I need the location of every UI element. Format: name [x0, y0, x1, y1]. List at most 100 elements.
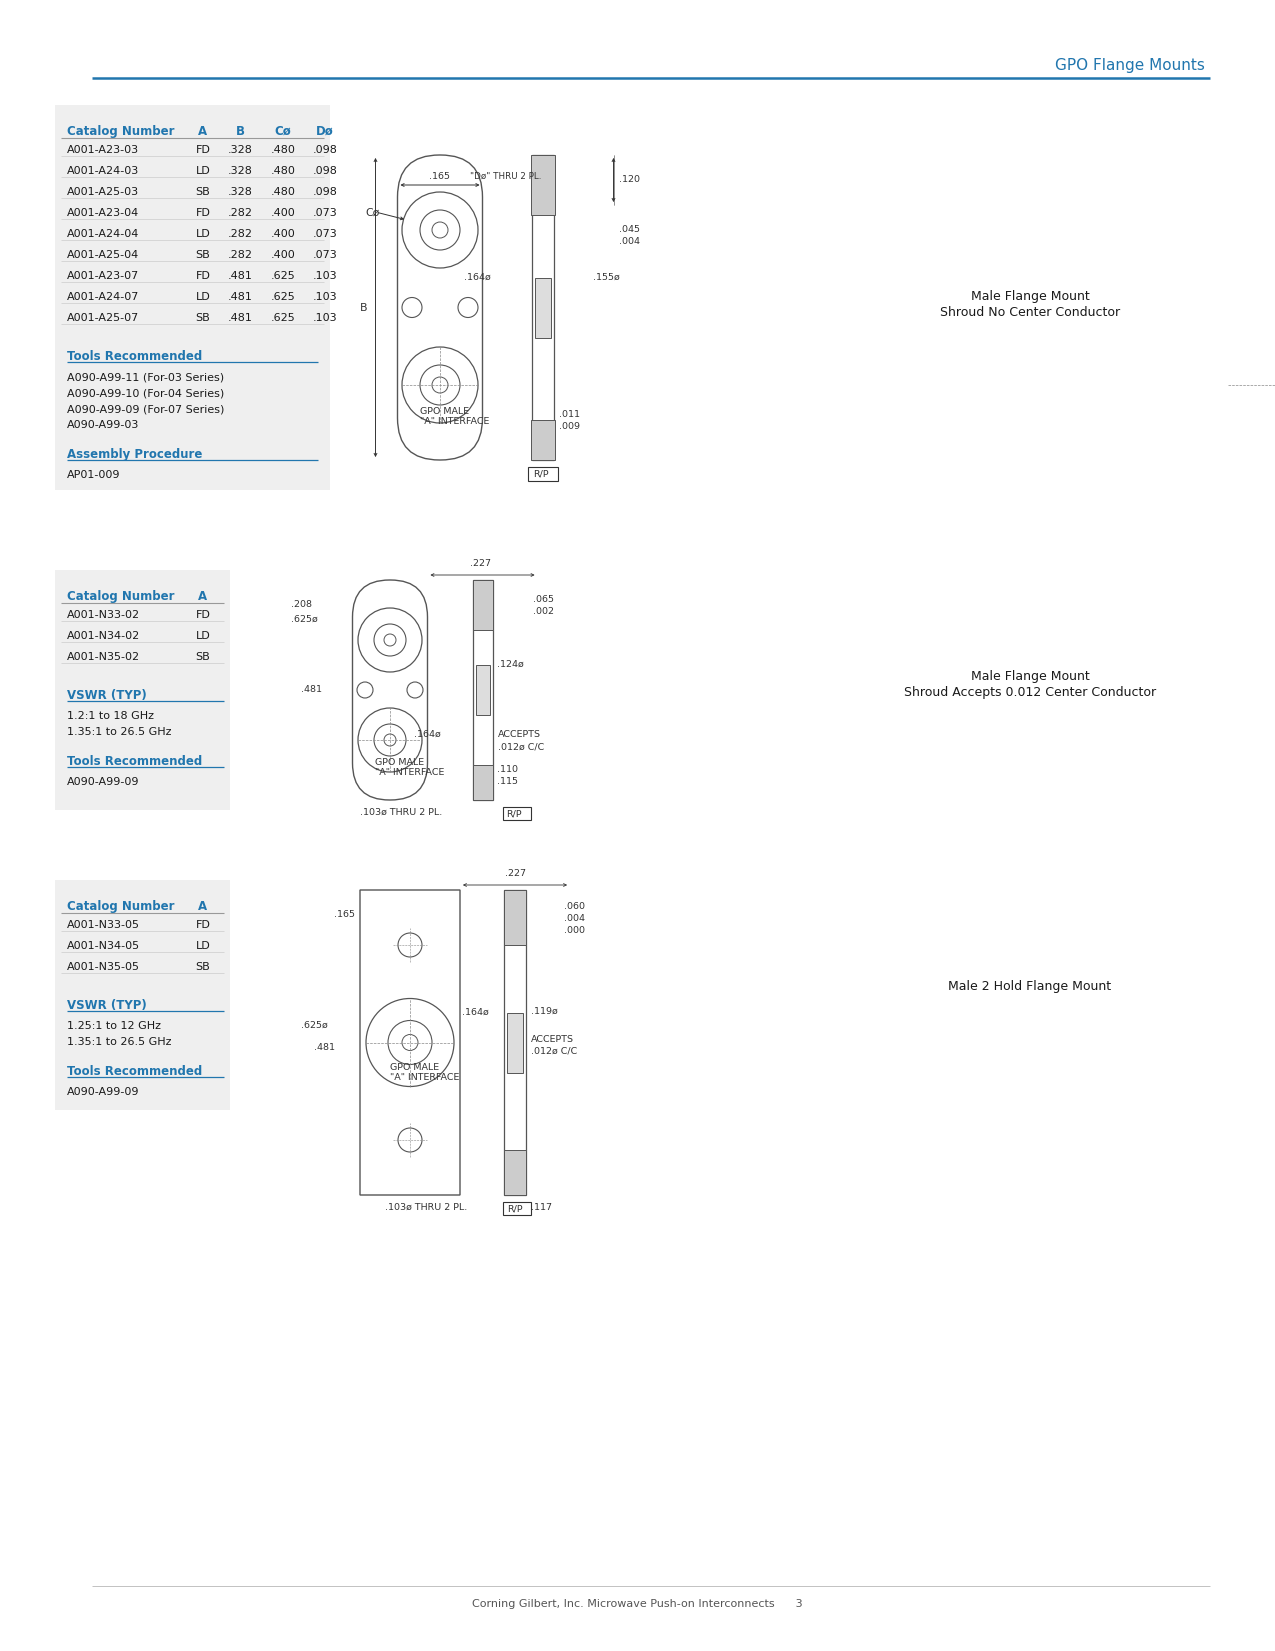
Text: .625: .625: [270, 314, 296, 324]
Text: SB: SB: [195, 314, 210, 324]
Text: Shroud No Center Conductor: Shroud No Center Conductor: [940, 305, 1119, 319]
Text: A090-A99-09: A090-A99-09: [68, 1086, 139, 1096]
Text: Tools Recommended: Tools Recommended: [68, 350, 203, 363]
Text: A001-N33-02: A001-N33-02: [68, 609, 140, 621]
Text: R/P: R/P: [533, 469, 550, 479]
Text: .480: .480: [270, 167, 296, 177]
Text: .098: .098: [312, 167, 338, 177]
Text: 1.35:1 to 26.5 GHz: 1.35:1 to 26.5 GHz: [68, 1037, 172, 1047]
Text: .164ø: .164ø: [464, 272, 491, 282]
Text: A001-A23-03: A001-A23-03: [68, 145, 139, 155]
Text: .400: .400: [270, 249, 296, 259]
Text: .481: .481: [301, 685, 323, 693]
Bar: [534, 277, 551, 337]
Text: GPO MALE: GPO MALE: [390, 1063, 439, 1071]
Bar: [55, 880, 230, 1109]
Text: FD: FD: [195, 609, 210, 621]
Bar: [476, 665, 490, 715]
Text: .065: .065: [533, 594, 553, 604]
Text: A001-N33-05: A001-N33-05: [68, 920, 140, 930]
Text: Catalog Number: Catalog Number: [68, 900, 175, 913]
Text: "A" INTERFACE: "A" INTERFACE: [375, 768, 445, 778]
Text: A001-A25-03: A001-A25-03: [68, 187, 139, 196]
Text: Male 2 Hold Flange Mount: Male 2 Hold Flange Mount: [949, 981, 1112, 992]
Text: .119ø: .119ø: [530, 1007, 557, 1015]
Bar: [504, 1202, 530, 1215]
Text: .117: .117: [530, 1204, 552, 1212]
Bar: [530, 419, 555, 461]
Bar: [473, 580, 492, 631]
Text: A090-A99-03: A090-A99-03: [68, 419, 139, 429]
Text: SB: SB: [195, 249, 210, 259]
Text: SB: SB: [195, 963, 210, 972]
Text: .227: .227: [505, 868, 525, 878]
Text: VSWR (TYP): VSWR (TYP): [68, 688, 147, 702]
Text: .282: .282: [227, 249, 252, 259]
Text: .103ø THRU 2 PL.: .103ø THRU 2 PL.: [360, 807, 442, 817]
Text: FD: FD: [195, 208, 210, 218]
Bar: [504, 1151, 527, 1195]
Text: LD: LD: [195, 292, 210, 302]
Text: A: A: [199, 900, 208, 913]
Bar: [55, 106, 330, 490]
Text: .110: .110: [497, 764, 519, 774]
Text: .625ø: .625ø: [301, 1020, 328, 1030]
Text: .103: .103: [312, 314, 338, 324]
Text: .282: .282: [227, 208, 252, 218]
Text: .004: .004: [564, 915, 585, 923]
Text: A: A: [199, 589, 208, 603]
Text: .480: .480: [270, 187, 296, 196]
Text: A001-N35-05: A001-N35-05: [68, 963, 140, 972]
Text: "A" INTERFACE: "A" INTERFACE: [419, 418, 490, 426]
Text: Cø: Cø: [274, 125, 292, 139]
Text: A001-A24-03: A001-A24-03: [68, 167, 139, 177]
Text: Male Flange Mount: Male Flange Mount: [970, 670, 1089, 684]
Text: .098: .098: [312, 187, 338, 196]
Text: .060: .060: [564, 901, 585, 911]
Text: A001-A25-04: A001-A25-04: [68, 249, 139, 259]
Text: A090-A99-11 (For-03 Series): A090-A99-11 (For-03 Series): [68, 371, 224, 381]
Text: .208: .208: [292, 599, 312, 609]
Text: .073: .073: [312, 208, 338, 218]
Text: GPO MALE: GPO MALE: [375, 758, 425, 768]
Text: .282: .282: [227, 229, 252, 239]
Text: Male Flange Mount: Male Flange Mount: [970, 291, 1089, 304]
Text: R/P: R/P: [506, 809, 523, 817]
Bar: [504, 890, 527, 1195]
Text: .155ø: .155ø: [593, 272, 620, 282]
Text: SB: SB: [195, 652, 210, 662]
Text: .103ø THRU 2 PL.: .103ø THRU 2 PL.: [385, 1204, 467, 1212]
Text: R/P: R/P: [507, 1204, 523, 1213]
Text: .164ø: .164ø: [414, 730, 441, 740]
Text: A001-A24-04: A001-A24-04: [68, 229, 139, 239]
Text: .165: .165: [430, 172, 450, 182]
Text: A001-A25-07: A001-A25-07: [68, 314, 139, 324]
Text: A001-N35-02: A001-N35-02: [68, 652, 140, 662]
Text: Tools Recommended: Tools Recommended: [68, 1065, 203, 1078]
Text: A001-A24-07: A001-A24-07: [68, 292, 139, 302]
Text: .124ø: .124ø: [497, 660, 524, 669]
Bar: [532, 155, 553, 461]
Text: .002: .002: [533, 608, 553, 616]
Text: Tools Recommended: Tools Recommended: [68, 755, 203, 768]
Text: .481: .481: [227, 271, 252, 281]
Text: AP01-009: AP01-009: [68, 471, 121, 480]
Text: "A" INTERFACE: "A" INTERFACE: [390, 1073, 459, 1081]
Text: .009: .009: [558, 423, 580, 431]
Text: A001-A23-07: A001-A23-07: [68, 271, 139, 281]
Bar: [473, 580, 492, 801]
Text: GPO Flange Mounts: GPO Flange Mounts: [1056, 58, 1205, 73]
Text: FD: FD: [195, 145, 210, 155]
Text: Catalog Number: Catalog Number: [68, 589, 175, 603]
Text: Cø: Cø: [366, 208, 380, 218]
Text: FD: FD: [195, 271, 210, 281]
Text: LD: LD: [195, 631, 210, 641]
Text: 1.25:1 to 12 GHz: 1.25:1 to 12 GHz: [68, 1020, 161, 1030]
Text: .328: .328: [227, 187, 252, 196]
Text: .120: .120: [618, 175, 640, 183]
Text: 1.35:1 to 26.5 GHz: 1.35:1 to 26.5 GHz: [68, 726, 172, 736]
Text: Shroud Accepts 0.012 Center Conductor: Shroud Accepts 0.012 Center Conductor: [904, 687, 1156, 698]
Text: LD: LD: [195, 229, 210, 239]
Text: .328: .328: [227, 145, 252, 155]
Text: ACCEPTS: ACCEPTS: [497, 730, 541, 740]
